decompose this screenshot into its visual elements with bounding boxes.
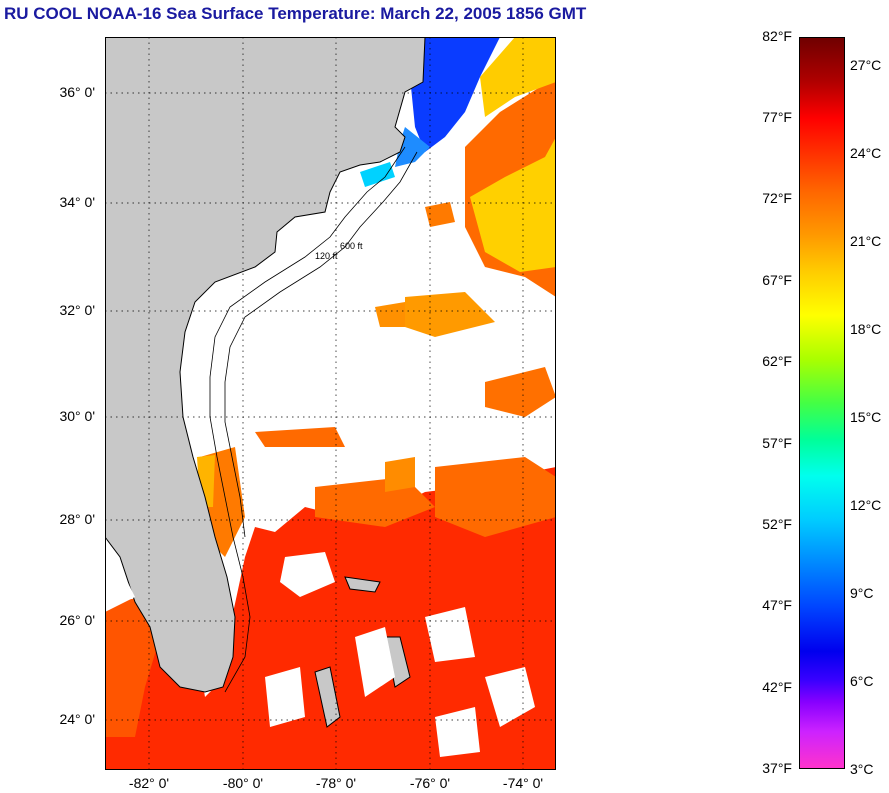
cloud-4 xyxy=(265,667,305,727)
lat-label-24: 24° 0' xyxy=(59,711,95,727)
c-label-15: 15°C xyxy=(850,409,882,425)
cold-water-shelf xyxy=(410,37,500,152)
warm-water-west xyxy=(105,597,160,737)
f-label-82: 82°F xyxy=(762,28,792,44)
map-border xyxy=(105,37,556,770)
cloud-5 xyxy=(485,667,535,727)
f-label-37: 37°F xyxy=(762,760,792,776)
patch-8 xyxy=(425,202,455,227)
warm-water-south xyxy=(105,467,556,770)
patch-4 xyxy=(255,427,345,447)
c-label-3: 3°C xyxy=(850,761,874,777)
patch-6 xyxy=(405,292,495,337)
patch-1 xyxy=(315,477,435,527)
c-label-9: 9°C xyxy=(850,585,874,601)
lat-label-32: 32° 0' xyxy=(59,302,95,318)
c-label-27: 27°C xyxy=(850,57,882,73)
cloud-6 xyxy=(435,707,480,757)
lat-label-34: 34° 0' xyxy=(59,194,95,210)
lat-label-30: 30° 0' xyxy=(59,408,95,424)
patch-3 xyxy=(385,457,415,492)
c-label-12: 12°C xyxy=(850,497,882,513)
lon-label-82: -82° 0' xyxy=(128,775,170,791)
lat-label-28: 28° 0' xyxy=(59,511,95,527)
cloud-7 xyxy=(105,537,135,612)
temperature-colorbar xyxy=(799,37,845,769)
patch-5 xyxy=(485,367,556,417)
f-label-57: 57°F xyxy=(762,435,792,451)
contour-label-600: 600 ft xyxy=(340,241,363,251)
f-label-77: 77°F xyxy=(762,109,792,125)
land-island-2 xyxy=(314,666,341,728)
lon-label-74: -74° 0' xyxy=(502,775,544,791)
contour-label-120: 120 ft xyxy=(315,251,338,261)
f-label-52: 52°F xyxy=(762,516,792,532)
patch-2 xyxy=(435,457,556,537)
cloud-1 xyxy=(280,552,335,597)
yellow-water-ne-top xyxy=(480,37,556,117)
c-label-18: 18°C xyxy=(850,321,882,337)
c-label-6: 6°C xyxy=(850,673,874,689)
f-label-62: 62°F xyxy=(762,353,792,369)
contour-120ft xyxy=(209,146,406,693)
contour-600ft xyxy=(224,151,418,538)
f-label-42: 42°F xyxy=(762,679,792,695)
land-mainland xyxy=(105,37,426,693)
graticule xyxy=(105,37,556,770)
sst-map: 120 ft 600 ft xyxy=(105,37,556,770)
lat-label-36: 36° 0' xyxy=(59,84,95,100)
cyan-water-shelf xyxy=(360,162,395,187)
map-title: RU COOL NOAA-16 Sea Surface Temperature:… xyxy=(4,4,587,23)
lat-label-26: 26° 0' xyxy=(59,612,95,628)
lon-label-76: -76° 0' xyxy=(409,775,451,791)
yellow-water-ne xyxy=(470,137,556,272)
f-label-72: 72°F xyxy=(762,190,792,206)
f-label-67: 67°F xyxy=(762,272,792,288)
patch-7 xyxy=(375,302,405,327)
c-label-24: 24°C xyxy=(850,145,882,161)
c-label-21: 21°C xyxy=(850,233,882,249)
land-island-1 xyxy=(344,576,381,593)
lon-label-80: -80° 0' xyxy=(222,775,264,791)
lon-label-78: -78° 0' xyxy=(315,775,357,791)
cloud-2 xyxy=(355,627,395,697)
f-label-47: 47°F xyxy=(762,597,792,613)
